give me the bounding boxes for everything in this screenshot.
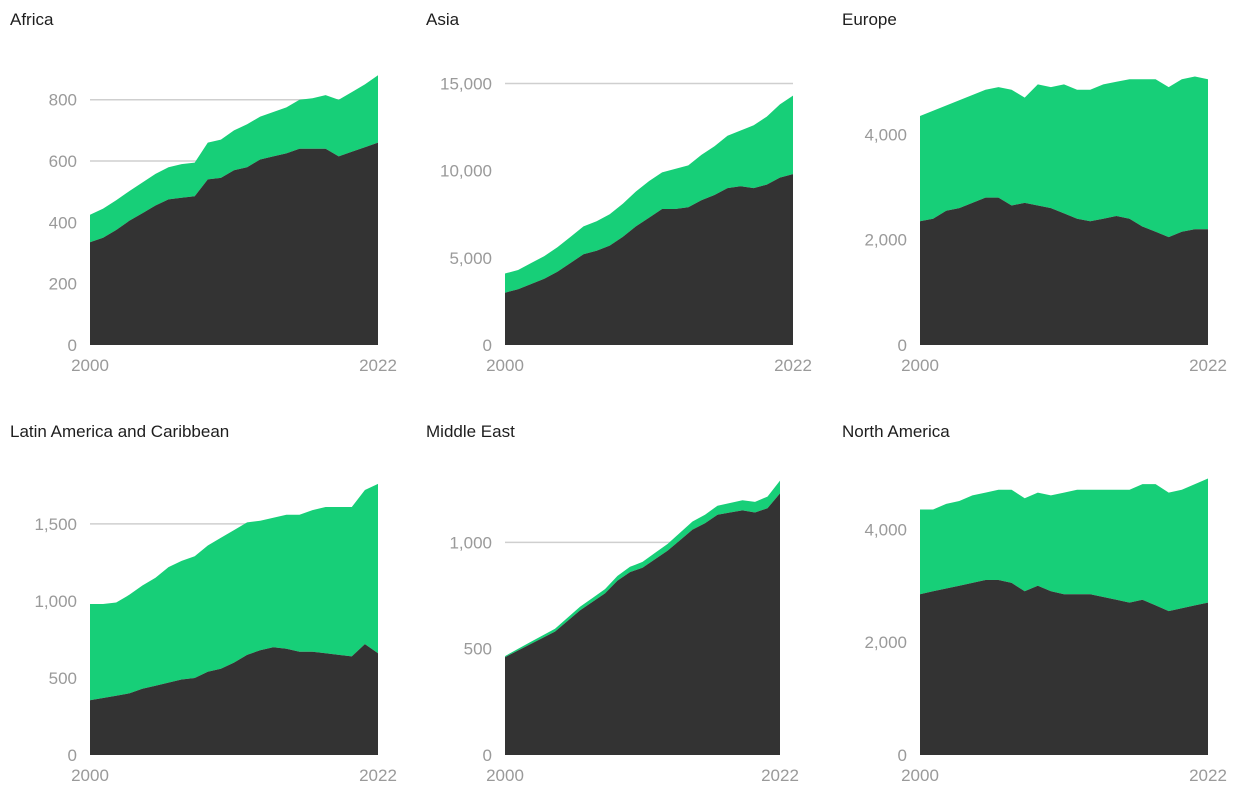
x-tick-label: 2000 [486,766,524,785]
chart-title: Latin America and Caribbean [10,422,230,441]
chart-title: Europe [842,10,897,29]
x-tick-label: 2022 [761,766,799,785]
series-area-dark [90,644,378,755]
y-tick-label: 15,000 [440,74,492,93]
series-area-dark [505,174,793,345]
y-tick-label: 0 [68,336,77,355]
x-tick-label: 2022 [359,356,397,375]
x-tick-label: 2000 [71,766,109,785]
y-tick-label: 400 [49,213,77,232]
series-area-green [505,95,793,293]
y-tick-label: 500 [49,669,77,688]
y-tick-label: 200 [49,275,77,294]
y-tick-label: 0 [483,746,492,765]
y-tick-label: 4,000 [864,520,907,539]
y-tick-label: 5,000 [449,249,492,268]
y-tick-label: 2,000 [864,231,907,250]
x-tick-label: 2022 [1189,356,1227,375]
y-tick-label: 500 [464,640,492,659]
y-tick-label: 800 [49,91,77,110]
x-tick-label: 2000 [901,356,939,375]
y-tick-label: 0 [483,336,492,355]
y-tick-label: 4,000 [864,125,907,144]
x-tick-label: 2000 [486,356,524,375]
x-tick-label: 2000 [71,356,109,375]
series-area-green [505,480,780,658]
series-area-green [920,478,1208,612]
chart-title: North America [842,422,950,441]
series-area-dark [505,493,780,755]
y-tick-label: 1,500 [34,515,77,534]
y-tick-label: 600 [49,152,77,171]
series-area-green [90,75,378,243]
x-tick-label: 2022 [359,766,397,785]
y-tick-label: 2,000 [864,633,907,652]
series-area-green [90,483,378,701]
chart-title: Africa [10,10,54,29]
x-tick-label: 2022 [774,356,812,375]
series-area-dark [90,142,378,345]
series-area-green [920,76,1208,238]
y-tick-label: 0 [898,336,907,355]
chart-title: Middle East [426,422,515,441]
y-tick-label: 1,000 [449,533,492,552]
series-area-dark [920,580,1208,755]
y-tick-label: 1,000 [34,592,77,611]
x-tick-label: 2000 [901,766,939,785]
x-tick-label: 2022 [1189,766,1227,785]
series-area-dark [920,197,1208,345]
y-tick-label: 0 [68,746,77,765]
y-tick-label: 0 [898,746,907,765]
y-tick-label: 10,000 [440,162,492,181]
chart-title: Asia [426,10,460,29]
